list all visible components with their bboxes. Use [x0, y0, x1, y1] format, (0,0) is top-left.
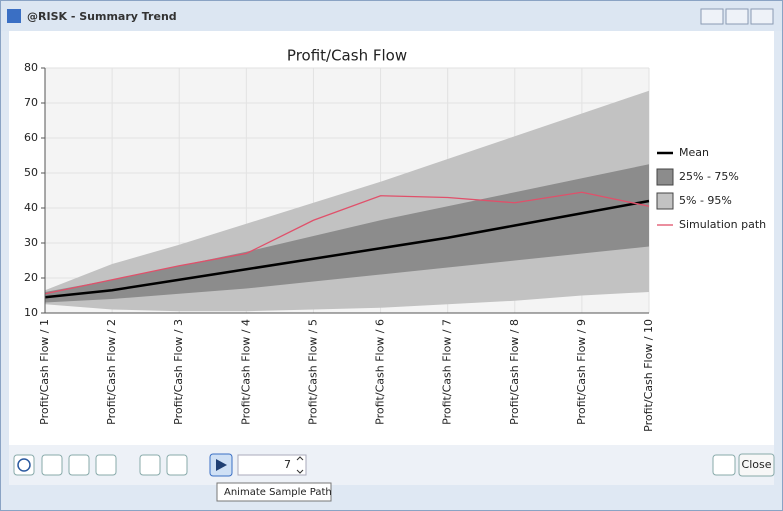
y-tick-label: 60	[24, 131, 38, 144]
help-button[interactable]	[13, 454, 35, 476]
play-icon	[216, 459, 227, 471]
y-tick-label: 40	[24, 201, 38, 214]
boxplot-button[interactable]	[166, 454, 188, 476]
export-button[interactable]	[712, 454, 736, 476]
band	[45, 164, 649, 303]
maximize-button[interactable]	[725, 8, 749, 25]
x-tick-label: Profit/Cash Flow / 1	[38, 319, 51, 425]
app-icon	[7, 9, 21, 23]
tooltip	[216, 482, 332, 502]
x-tick-label: Profit/Cash Flow / 9	[575, 319, 588, 425]
sample-spinner[interactable]	[237, 454, 307, 476]
x-tick-label: Profit/Cash Flow / 2	[105, 319, 118, 425]
x-tick-label: Profit/Cash Flow / 5	[306, 319, 319, 425]
distribution-button[interactable]	[41, 454, 63, 476]
y-tick-label: 20	[24, 271, 38, 284]
x-tick-label: Profit/Cash Flow / 10	[642, 319, 655, 432]
line	[44, 199, 650, 299]
toolbar	[9, 445, 774, 485]
close-label: Close	[742, 458, 772, 471]
legend-label: Mean	[679, 146, 709, 159]
y-tick-label: 30	[24, 236, 38, 249]
close-window-button[interactable]	[750, 8, 774, 25]
trend-button[interactable]	[139, 454, 161, 476]
legend-swatch	[656, 168, 674, 186]
y-tick-label: 70	[24, 96, 38, 109]
legend-label: 5% - 95%	[679, 194, 732, 207]
chart-title: Profit/Cash Flow	[287, 47, 407, 65]
help-icon	[17, 458, 31, 472]
x-tick-label: Profit/Cash Flow / 4	[239, 319, 252, 425]
settings-button[interactable]	[95, 454, 117, 476]
x-tick-label: Profit/Cash Flow / 3	[172, 319, 185, 425]
legend-label: Simulation path	[679, 218, 766, 231]
x-tick-label: Profit/Cash Flow / 8	[508, 319, 521, 425]
filter-button[interactable]	[68, 454, 90, 476]
x-tick-label: Profit/Cash Flow / 7	[441, 319, 454, 425]
y-tick-label: 80	[24, 61, 38, 74]
x-tick-label: Profit/Cash Flow / 6	[374, 319, 387, 425]
spinner-arrows	[296, 456, 304, 474]
y-tick-label: 10	[24, 306, 38, 319]
spinner-value: 7	[284, 458, 291, 471]
legend-label: 25% - 75%	[679, 170, 739, 183]
close-button[interactable]	[738, 453, 775, 477]
tooltip-text: Animate Sample Path	[224, 487, 332, 498]
y-tick-label: 50	[24, 166, 38, 179]
legend-swatch	[656, 192, 674, 210]
minimize-button[interactable]	[700, 8, 724, 25]
window-title: @RISK - Summary Trend	[27, 10, 177, 23]
title-bar	[1, 1, 782, 31]
line	[44, 191, 650, 295]
